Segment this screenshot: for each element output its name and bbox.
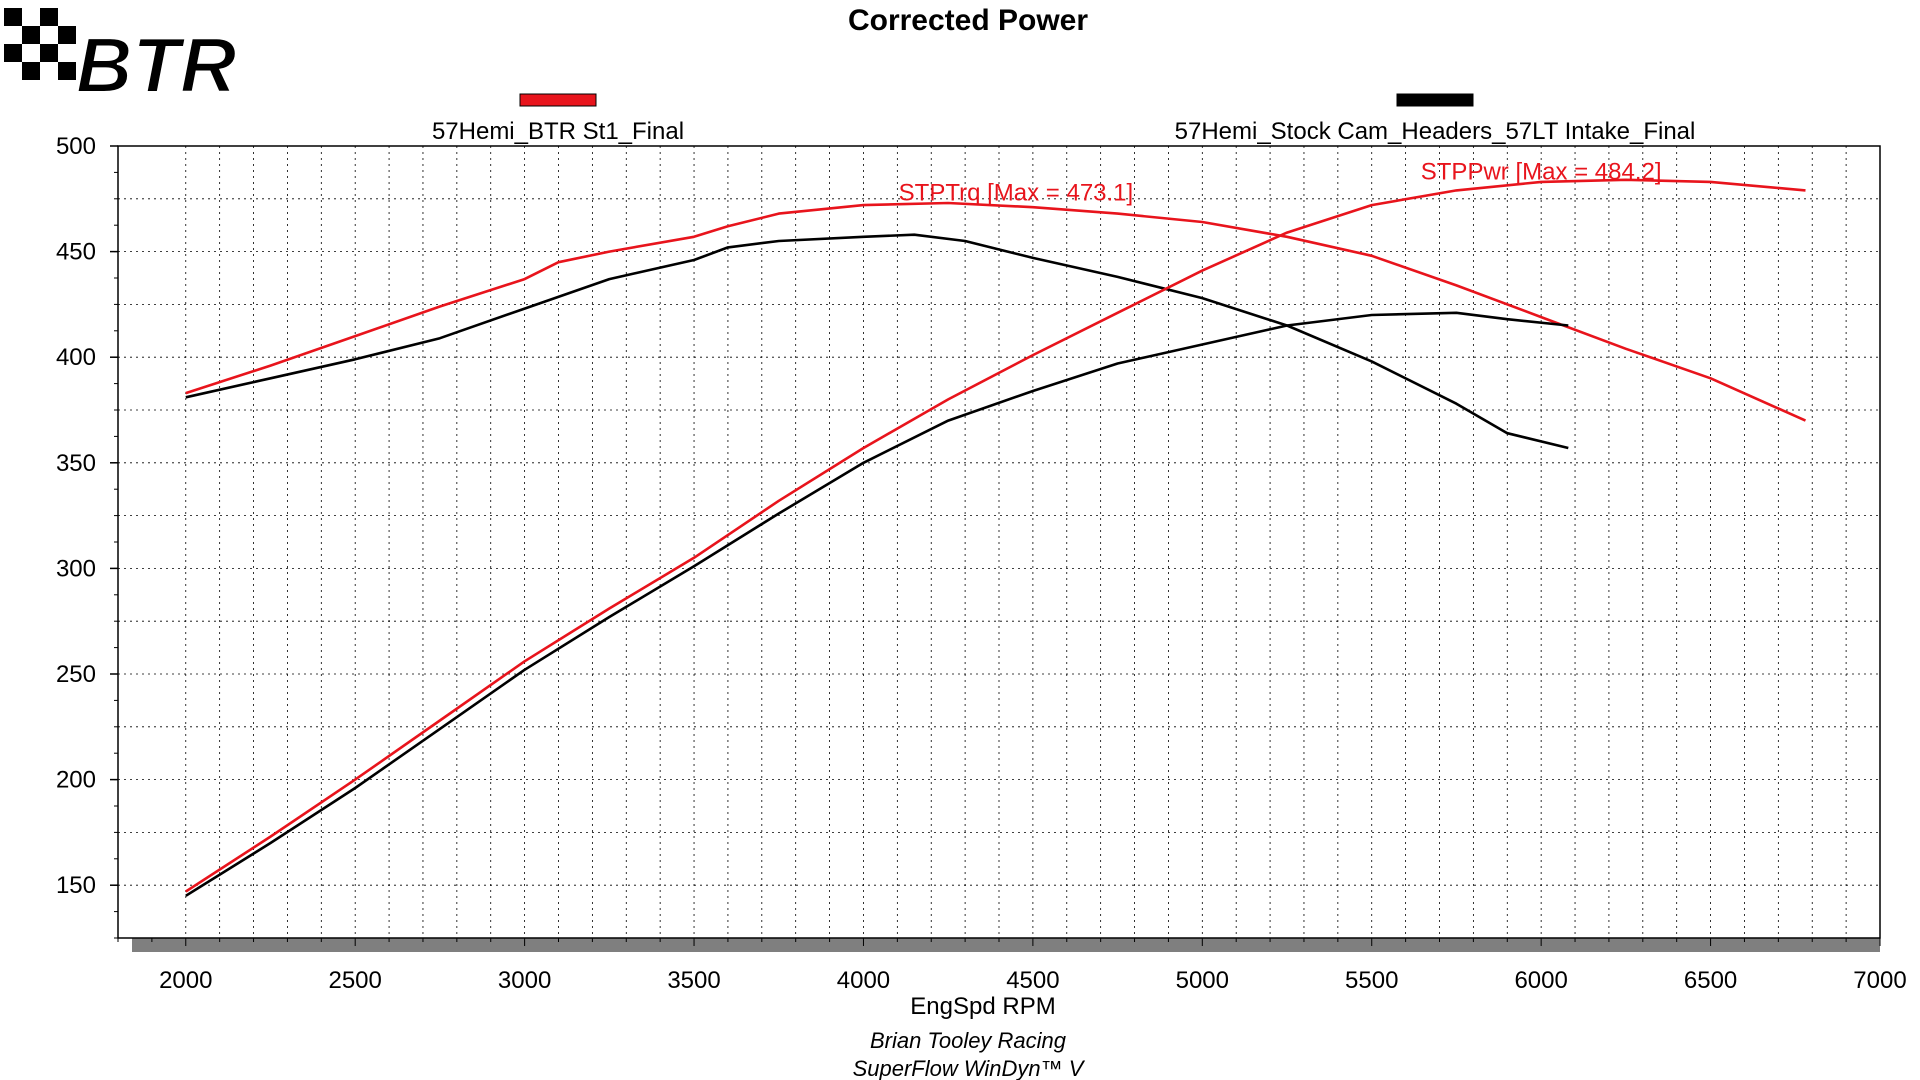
series-line-4 <box>185 311 1569 897</box>
logo-checker-square <box>58 62 76 80</box>
legend-swatch-series-b <box>1396 93 1474 107</box>
series-lines <box>185 178 1807 897</box>
x-axis: 2000 2500 3000 3500 4000 4500 5000 5500 6000 6500… <box>117 938 1907 994</box>
logo-checker-square <box>58 26 76 44</box>
x-tick-label: 3500 <box>667 967 720 994</box>
y-tick-label: 200 <box>56 767 96 794</box>
grid <box>118 145 1881 938</box>
logo-text: BTR <box>76 21 236 109</box>
y-tick-label: 350 <box>56 450 96 477</box>
chart-title: Corrected Power <box>848 4 1088 37</box>
series-line-1 <box>185 201 1807 422</box>
y-tick-label: 400 <box>56 344 96 371</box>
y-tick-label: 500 <box>56 133 96 160</box>
legend-label-series-a: 57Hemi_BTR St1_Final <box>432 118 684 145</box>
y-tick-label: 150 <box>56 872 96 899</box>
logo-checker-square <box>4 44 22 62</box>
x-tick-label: 7000 <box>1853 967 1906 994</box>
series-line-2 <box>185 233 1569 450</box>
annotation-2: STPPwr [Max = 484.2] <box>1421 158 1662 185</box>
x-tick-label: 5500 <box>1345 967 1398 994</box>
x-tick-label: 6500 <box>1684 967 1737 994</box>
logo-checker-square <box>22 26 40 44</box>
logo-checker-square <box>22 62 40 80</box>
y-tick-label: 300 <box>56 555 96 582</box>
x-tick-label: 2000 <box>159 967 212 994</box>
footer-line-1: Brian Tooley Racing <box>870 1028 1067 1053</box>
x-tick-label: 4500 <box>1006 967 1059 994</box>
logo-checker-square <box>40 44 58 62</box>
x-axis-label: EngSpd RPM <box>910 993 1055 1020</box>
x-tick-label: 3000 <box>498 967 551 994</box>
legend: 57Hemi_BTR St1_Final 57Hemi_Stock Cam_He… <box>432 93 1696 145</box>
annotation-1: STPTrq [Max = 473.1] <box>899 179 1134 206</box>
y-axis: 150 200 250 300 350 400 450 500 <box>56 133 118 939</box>
logo-checker-square <box>4 8 22 26</box>
x-tick-label: 5000 <box>1176 967 1229 994</box>
annotations: STPTrq [Max = 473.1] STPPwr [Max = 484.2] <box>899 158 1662 206</box>
x-tick-label: 4000 <box>837 967 890 994</box>
series-line-3 <box>185 178 1806 893</box>
btr-logo: BTR <box>4 8 237 110</box>
x-tick-label: 6000 <box>1514 967 1567 994</box>
legend-swatch-series-a <box>519 93 597 107</box>
logo-checker-square <box>40 8 58 26</box>
x-tick-label: 2500 <box>328 967 381 994</box>
y-tick-label: 250 <box>56 661 96 688</box>
y-tick-label: 450 <box>56 239 96 266</box>
legend-label-series-b: 57Hemi_Stock Cam_Headers_57LT Intake_Fin… <box>1175 118 1696 145</box>
footer-line-2: SuperFlow WinDyn™ V <box>853 1056 1086 1080</box>
